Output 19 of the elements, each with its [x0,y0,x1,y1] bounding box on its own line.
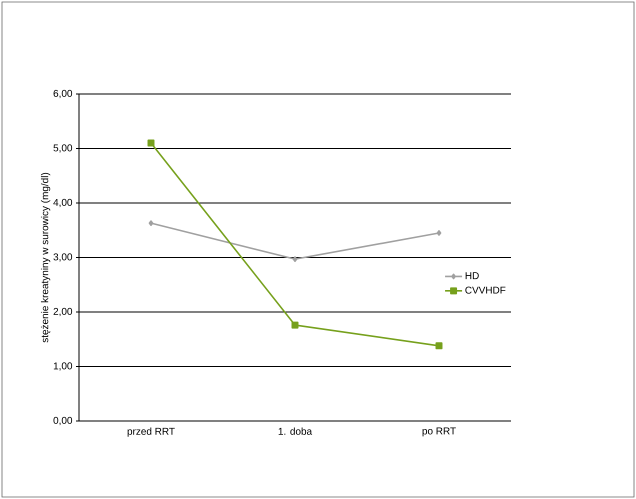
point [436,342,442,350]
x-tick-label: po RRT [422,428,456,436]
y-tick-label: 5,00 [53,144,72,153]
y-tick-label: 1,00 [54,362,72,371]
y-axis-title: stężenie kreatyniny w surowicy (mg/dl) [40,172,50,342]
point [148,140,154,147]
point [148,220,154,226]
y-tick-label: 2,00 [54,308,72,316]
y-tick-label: 6,00 [54,90,72,98]
point [436,230,442,236]
point [292,256,298,262]
legend-label: CVVHDF [465,286,506,294]
x-tick-label: przed RRT [128,428,175,437]
point [292,322,298,329]
y-tick-label: 4,00 [53,198,72,208]
y-tick-label: 3,00 [53,253,72,262]
y-tick-label: 0,00 [53,416,72,426]
x-tick-label: 1. doba [278,428,312,435]
legend-label: HD [466,272,479,280]
